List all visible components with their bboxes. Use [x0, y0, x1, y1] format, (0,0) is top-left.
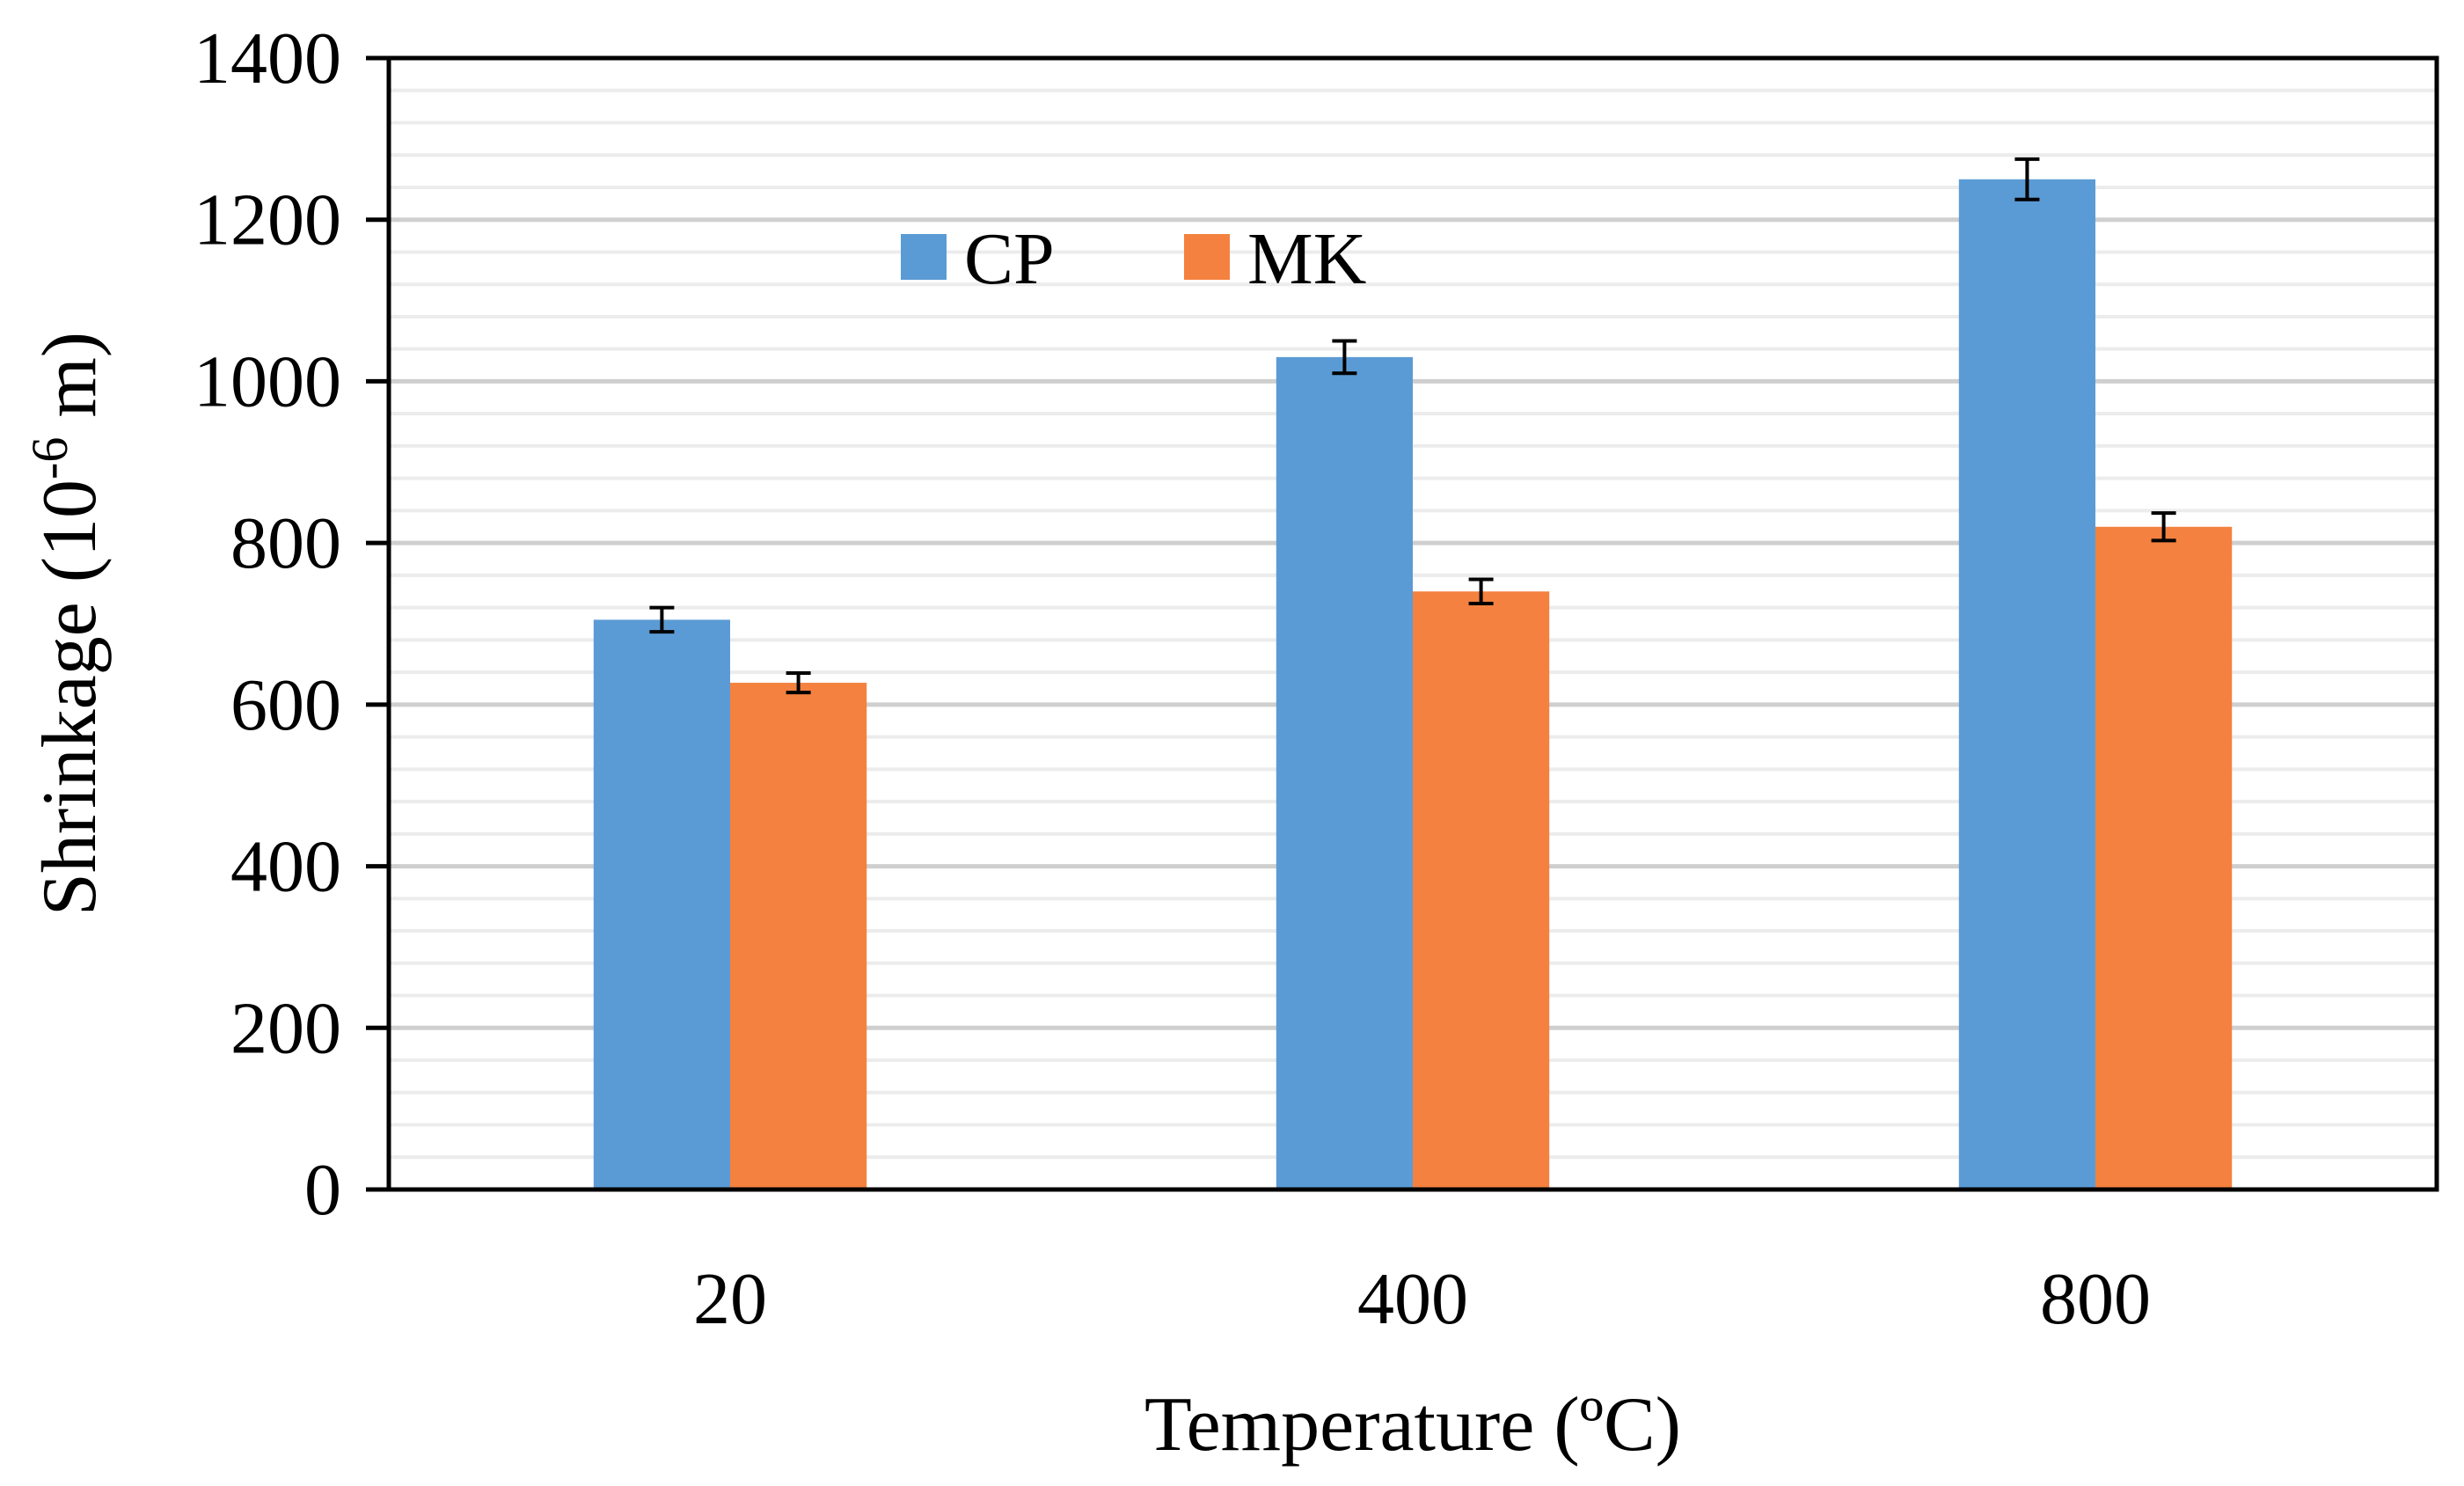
legend: CP MK [901, 218, 1366, 300]
x-tick-label: 20 [693, 1258, 767, 1340]
bars [593, 179, 2233, 1190]
y-tick-label: 1200 [194, 179, 341, 261]
legend-label-mk: MK [1247, 218, 1366, 300]
x-axis-title: Temperature (ºC) [1144, 1382, 1681, 1468]
legend-swatch-mk [1184, 234, 1230, 280]
x-tick-label: 400 [1357, 1258, 1468, 1340]
y-tick-label: 1400 [194, 18, 341, 99]
bar-mk-400 [1413, 591, 1550, 1190]
bar-mk-800 [2095, 526, 2233, 1190]
y-axis-title-exponent: -6 [21, 437, 78, 479]
bar-cp-400 [1276, 356, 1413, 1190]
y-tick-label: 200 [230, 987, 341, 1069]
legend-label-cp: CP [964, 218, 1055, 300]
bar-cp-20 [593, 619, 730, 1190]
y-tick-label: 400 [230, 826, 341, 908]
y-axis-title-tail: m) [27, 332, 113, 437]
bar-cp-800 [1958, 179, 2095, 1190]
plot-area-frame [386, 55, 2439, 1192]
y-tick-label: 800 [230, 502, 341, 584]
x-axis-tick-labels: 20 400 800 [693, 1258, 2151, 1340]
y-axis-title: Shrinkage (10-6 m) [21, 332, 113, 916]
bar-mk-20 [730, 683, 867, 1190]
y-axis-title-main: Shrinkage (10 [27, 479, 113, 916]
y-tick-label: 0 [304, 1149, 341, 1231]
error-bars [649, 157, 2176, 695]
y-tick-label: 1000 [194, 340, 341, 422]
y-tick-label: 600 [230, 664, 341, 746]
y-axis-tick-labels: 0 200 400 600 800 1000 1200 1400 [194, 18, 341, 1231]
x-tick-label: 800 [2040, 1258, 2151, 1340]
legend-swatch-cp [901, 234, 947, 280]
y-axis-ticks [366, 55, 389, 1192]
